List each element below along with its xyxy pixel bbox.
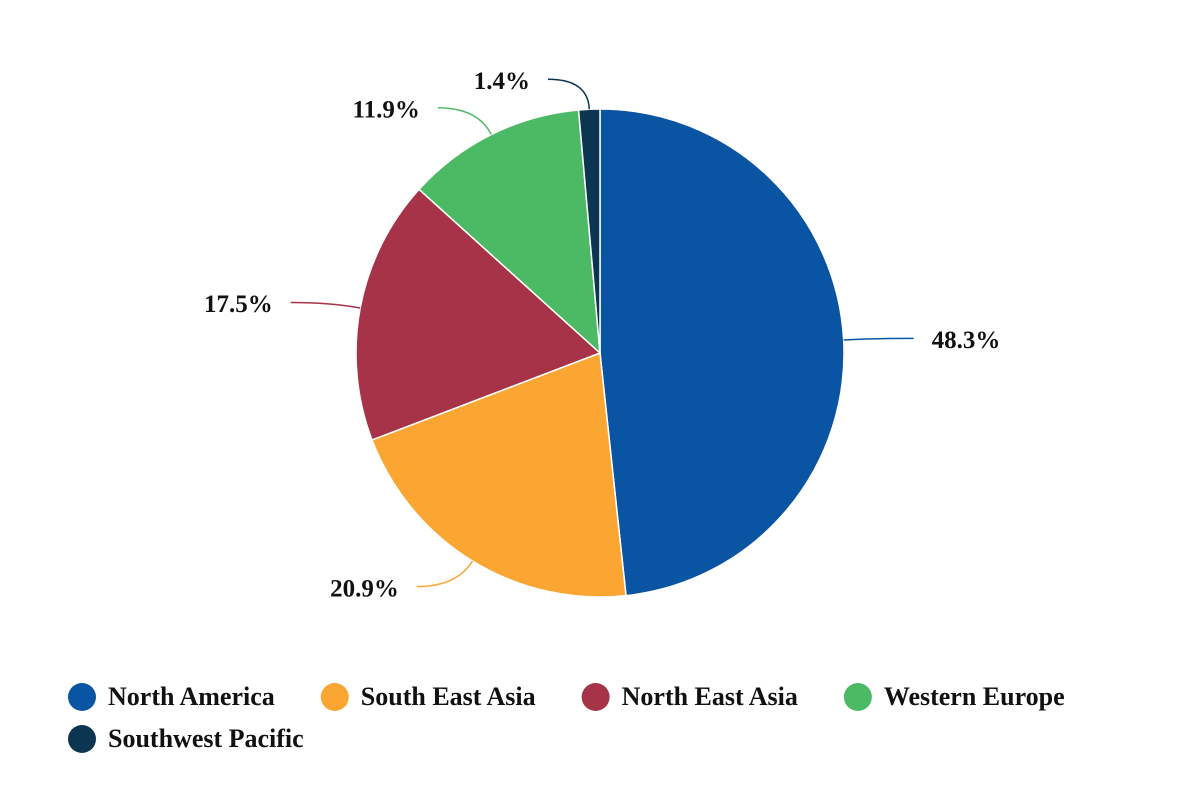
leader-line — [290, 301, 361, 309]
pie-slice — [599, 108, 845, 597]
legend-label: North America — [108, 682, 275, 711]
data-label: 11.9% — [353, 96, 420, 123]
data-label: 48.3% — [932, 327, 1001, 354]
leader-line — [843, 337, 914, 341]
legend-marker — [843, 683, 872, 711]
legend-label: Southwest Pacific — [108, 724, 304, 753]
pie-slice — [417, 109, 601, 355]
legend-marker — [68, 683, 96, 711]
data-label: 17.5% — [204, 291, 273, 318]
legend-marker — [68, 725, 96, 753]
legend-label: North East Asia — [622, 682, 798, 711]
pie-slice — [355, 188, 602, 441]
data-label: 1.4% — [474, 68, 530, 95]
leader-line — [547, 78, 591, 110]
legend-label: Western Europe — [884, 682, 1065, 711]
leader-line — [416, 560, 474, 588]
legend-marker — [320, 683, 349, 711]
leader-line — [437, 106, 492, 135]
legend-label: South East Asia — [361, 682, 536, 711]
pie-slice — [371, 351, 627, 598]
legend-marker — [581, 683, 610, 711]
data-label: 20.9% — [330, 575, 399, 602]
